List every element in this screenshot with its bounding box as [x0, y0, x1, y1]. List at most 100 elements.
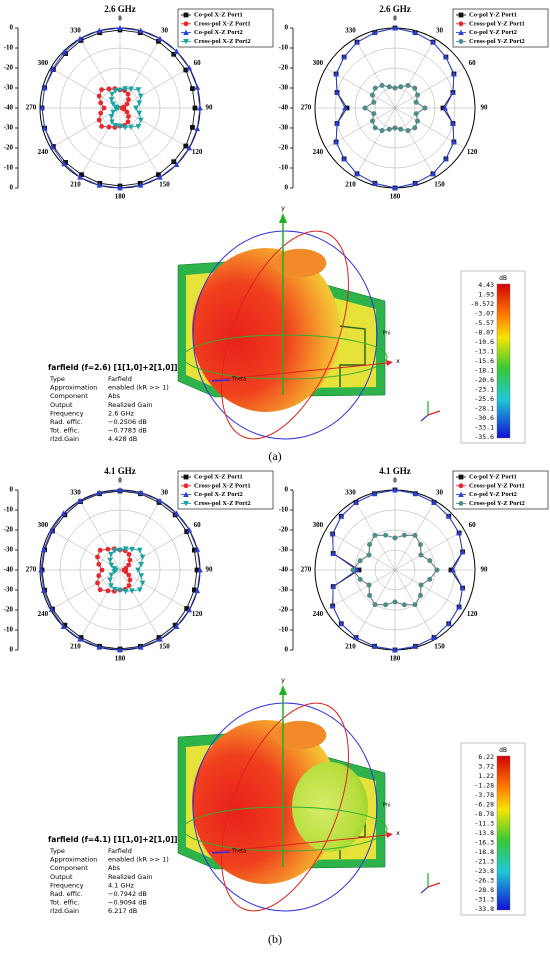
marker [49, 144, 56, 150]
theta-tick-label: 0 [393, 477, 397, 485]
marker [122, 588, 129, 595]
legend-label: Co-pol X-Z Port1 [194, 473, 243, 480]
grid-spoke [79, 38, 121, 109]
marker [372, 532, 378, 538]
marker [96, 644, 103, 650]
info-key: Rad. effic. [50, 890, 83, 898]
chart-title: 2.6 GHz [379, 4, 411, 14]
theta-tick-label: 300 [38, 59, 49, 67]
marker [117, 25, 123, 31]
info-value: −0.7783 dB [108, 427, 147, 435]
theta-tick-label: 30 [161, 27, 169, 35]
marker [372, 85, 378, 91]
r-tick-label: 0 [285, 646, 289, 654]
marker [136, 547, 143, 554]
grid-spoke [394, 529, 465, 571]
marker [77, 174, 83, 180]
theta-tick-label: 330 [70, 489, 81, 497]
marker [443, 54, 449, 60]
theta-tick-label: 240 [38, 610, 49, 618]
marker [194, 125, 201, 132]
grid-spoke [325, 569, 396, 611]
legend-label: Cross-pol X-Z Port1 [194, 482, 251, 489]
marker [96, 117, 102, 123]
x-axis [211, 834, 389, 853]
grid-spoke [50, 569, 121, 611]
colorbar-label: 3.72 [478, 763, 494, 771]
info-value: Farfield [108, 375, 132, 383]
marker [383, 602, 389, 608]
theta-tick-label: 60 [469, 59, 477, 67]
marker [184, 529, 190, 534]
marker [117, 547, 123, 553]
r-tick-label: 0 [10, 184, 14, 192]
theta-tick-label: 60 [194, 59, 202, 67]
colorbar-label: -23.1 [474, 386, 494, 394]
legend-label: Cross-pol Y-Z Port1 [469, 482, 525, 489]
grid-spoke [354, 107, 396, 178]
grid-spoke [119, 569, 190, 611]
marker [111, 566, 118, 572]
marker [172, 622, 178, 628]
legend-marker [458, 21, 464, 27]
r-tick-label: -40 [4, 566, 14, 574]
theta-tick-label: 30 [436, 489, 444, 497]
marker [108, 114, 115, 120]
marker [106, 124, 112, 130]
caption: (a) [268, 449, 281, 463]
marker [329, 603, 336, 609]
info-value: 4.1 GHz [108, 881, 134, 889]
info-value: Farfield [108, 847, 132, 855]
marker [392, 25, 398, 31]
marker [117, 87, 123, 93]
theta-tick-label: 90 [206, 566, 214, 574]
theta-tick-label: 180 [390, 655, 401, 663]
marker [128, 124, 134, 131]
colorbar-label: -18.1 [474, 367, 494, 375]
grid-spoke [394, 107, 436, 178]
marker [126, 583, 132, 588]
axis-label: Phi [383, 803, 391, 809]
r-tick-label: -30 [279, 124, 289, 132]
marker [442, 105, 448, 111]
marker [107, 557, 113, 564]
marker [192, 105, 198, 111]
colorbar-label: -18.8 [474, 848, 494, 856]
theta-tick-label: 0 [393, 15, 397, 23]
marker [338, 513, 345, 519]
info-value: −0.2506 dB [108, 418, 147, 426]
legend-label: Co-pol X-Z Port2 [194, 491, 243, 498]
marker [366, 582, 372, 588]
marker [357, 576, 363, 582]
marker [367, 542, 372, 547]
theta-tick-label: 270 [26, 566, 37, 574]
marker [440, 105, 446, 111]
legend-label: Co-pol Y-Z Port1 [469, 473, 517, 480]
colorbar-label: -6.28 [474, 801, 494, 809]
marker [137, 93, 144, 99]
legend-marker [458, 12, 464, 18]
marker [412, 602, 418, 608]
farfield-title: farfield (f=4.1) [1[1,0]+2[1,0]] [48, 835, 177, 844]
info-key: Tot. effic. [49, 899, 79, 907]
info-value: enabled (kR >> 1) [108, 384, 169, 392]
grid-spoke [79, 569, 121, 640]
theta-tick-label: 90 [481, 566, 489, 574]
legend-label: Cross-pol Y-Z Port2 [469, 38, 525, 45]
marker [98, 110, 104, 116]
r-tick-label: -10 [279, 506, 289, 514]
marker [171, 159, 177, 165]
marker [135, 123, 142, 130]
grid-spoke [119, 107, 190, 149]
marker [127, 577, 133, 583]
colorbar-label: -26.3 [474, 877, 494, 885]
marker [128, 86, 134, 92]
info-key: Component [50, 392, 88, 400]
colorbar-label: 1.22 [478, 772, 494, 780]
grid-spoke [325, 529, 396, 571]
legend-marker [183, 29, 189, 35]
theta-tick-label: 150 [434, 643, 445, 651]
theta-tick-label: 90 [481, 104, 489, 112]
axis-label: Theta [231, 849, 246, 855]
marker [353, 634, 359, 640]
